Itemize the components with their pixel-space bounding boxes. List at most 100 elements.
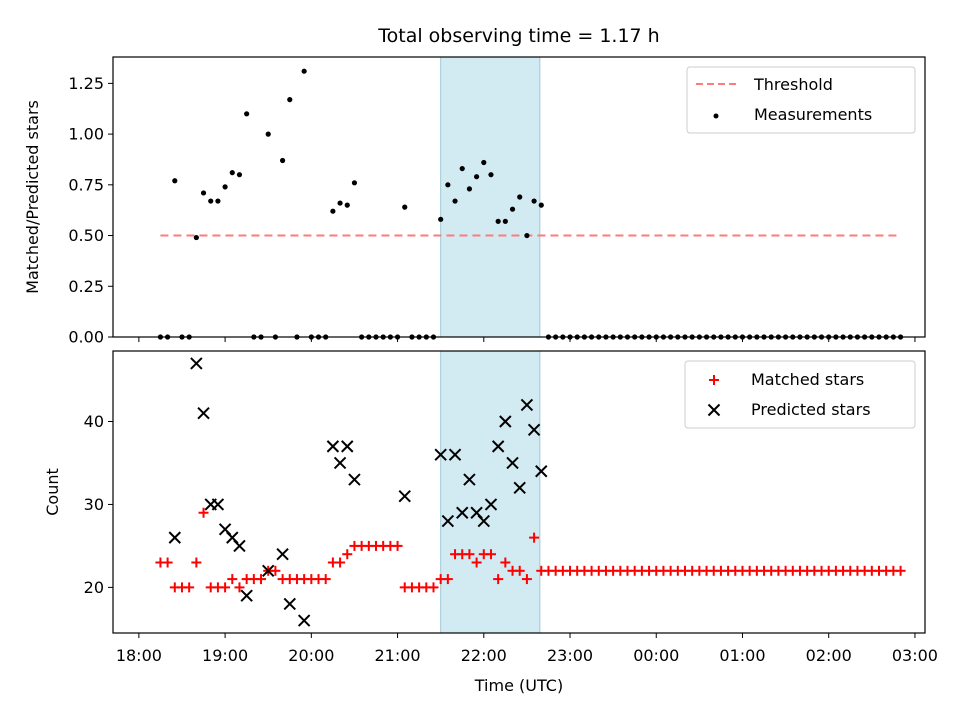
predicted-star-point	[240, 589, 253, 602]
x-tick-label: 18:00	[116, 646, 162, 665]
measurement-point	[344, 202, 350, 208]
predicted-star-point	[233, 539, 246, 553]
bottom-legend: Matched stars Predicted stars	[684, 360, 916, 429]
chart-title: Total observing time = 1.17 h	[377, 25, 659, 47]
predicted-star-point	[341, 440, 354, 453]
predicted-star-point	[297, 614, 311, 627]
matched-star-point	[342, 549, 353, 560]
matched-star-point	[493, 574, 504, 585]
predicted-star-point	[168, 531, 182, 544]
y-tick-label: 0.50	[68, 226, 104, 245]
bottom-axes-frame	[112, 350, 926, 634]
predicted-star-point	[448, 448, 462, 461]
predicted-star-point	[535, 465, 548, 478]
measurement-point	[229, 170, 235, 176]
predicted-star-point	[434, 448, 447, 461]
predicted-star-point	[484, 498, 498, 511]
predicted-star-point	[527, 423, 541, 437]
x-tick-label: 20:00	[288, 646, 334, 665]
measurement-point	[466, 186, 473, 192]
matched-star-point	[529, 532, 540, 543]
predicted-star-point	[499, 415, 512, 428]
measurement-point	[172, 178, 178, 184]
top-panel: 0.00 0.25 0.50 0.75 1.00 1.25 Total observing…	[23, 25, 926, 347]
legend-predicted-marker	[707, 403, 721, 417]
matched-star-point	[234, 582, 245, 593]
measurement-point	[208, 198, 214, 204]
top-axes-frame	[112, 56, 926, 338]
measurement-point	[236, 172, 243, 178]
matched-star-point	[320, 574, 331, 585]
measurement-point	[337, 200, 343, 206]
matched-star-point	[442, 574, 453, 585]
measurement-point	[301, 68, 307, 74]
predicted-star-point	[513, 481, 526, 495]
measurement-point	[351, 180, 358, 186]
predicted-star-point	[262, 564, 275, 578]
predicted-star-point	[520, 398, 534, 412]
measurement-point	[445, 182, 451, 188]
measurement-point	[330, 208, 336, 214]
measurement-point	[509, 206, 516, 212]
matched-star-point	[335, 557, 346, 568]
matched-star-point	[256, 574, 267, 585]
predicted-star-point	[276, 547, 289, 561]
measurement-point	[279, 157, 286, 164]
matched-star-point	[162, 557, 173, 568]
measurement-point	[517, 194, 523, 200]
measurement-point	[222, 184, 228, 190]
predicted-star-point	[197, 406, 210, 420]
measurement-point	[193, 234, 199, 241]
x-tick-label: 02:00	[806, 646, 852, 665]
measurement-point	[524, 232, 530, 239]
measurement-point	[215, 198, 221, 204]
measurement-point	[459, 165, 465, 172]
legend-predicted-label: Predicted stars	[751, 400, 871, 419]
predicted-star-point	[211, 498, 225, 511]
y-tick-label: 40	[84, 412, 104, 431]
measurement-point	[531, 198, 537, 204]
matched-star-point	[895, 565, 906, 576]
measurement-point	[495, 218, 501, 224]
bottom-legend-box	[684, 360, 916, 429]
y-tick-label: 0.25	[68, 277, 104, 296]
y-tick-label: 30	[84, 495, 104, 514]
top-legend: Threshold Measurements	[686, 66, 916, 134]
measurement-point	[244, 111, 250, 117]
bottom-panel: 20 30 40 18:00 19:00 20:00 21:00 22:00 23:00 00:…	[43, 350, 938, 695]
x-tick-label: 01:00	[719, 646, 765, 665]
matched-star-point	[227, 574, 238, 585]
matched-star-point	[521, 574, 532, 585]
matched-star-point	[191, 557, 202, 568]
matched-star-point	[428, 582, 439, 593]
legend-matched-label: Matched stars	[751, 370, 864, 389]
y-tick-label: 20	[84, 578, 104, 597]
x-tick-label: 23:00	[547, 646, 593, 665]
predicted-star-point	[398, 489, 411, 503]
predicted-star-point	[326, 440, 340, 453]
predicted-star-point	[283, 597, 296, 611]
measurement-point	[488, 172, 494, 178]
matched-star-point	[471, 557, 482, 568]
measurement-point	[200, 190, 207, 196]
matched-star-point	[270, 565, 281, 576]
predicted-star-point	[456, 506, 469, 519]
measurement-point	[402, 204, 408, 210]
matched-star-point	[198, 507, 209, 518]
matched-star-point	[514, 565, 525, 576]
top-legend-box	[686, 66, 916, 134]
measurement-point	[502, 218, 508, 224]
matched-star-point	[220, 582, 231, 593]
matched-star-point	[392, 540, 403, 551]
measurement-point	[481, 159, 487, 166]
measurement-point	[474, 174, 480, 180]
legend-matched-marker	[709, 375, 719, 385]
x-tick-label: 21:00	[375, 646, 421, 665]
y-tick-label: 0.00	[68, 328, 104, 347]
measurement-point	[538, 202, 544, 208]
matched-star-point	[500, 557, 511, 568]
legend-measurements-marker	[713, 113, 719, 119]
x-axis-label: Time (UTC)	[474, 676, 563, 695]
top-y-axis-label: Matched/Predicted stars	[23, 100, 42, 294]
highlight-region	[440, 56, 541, 338]
